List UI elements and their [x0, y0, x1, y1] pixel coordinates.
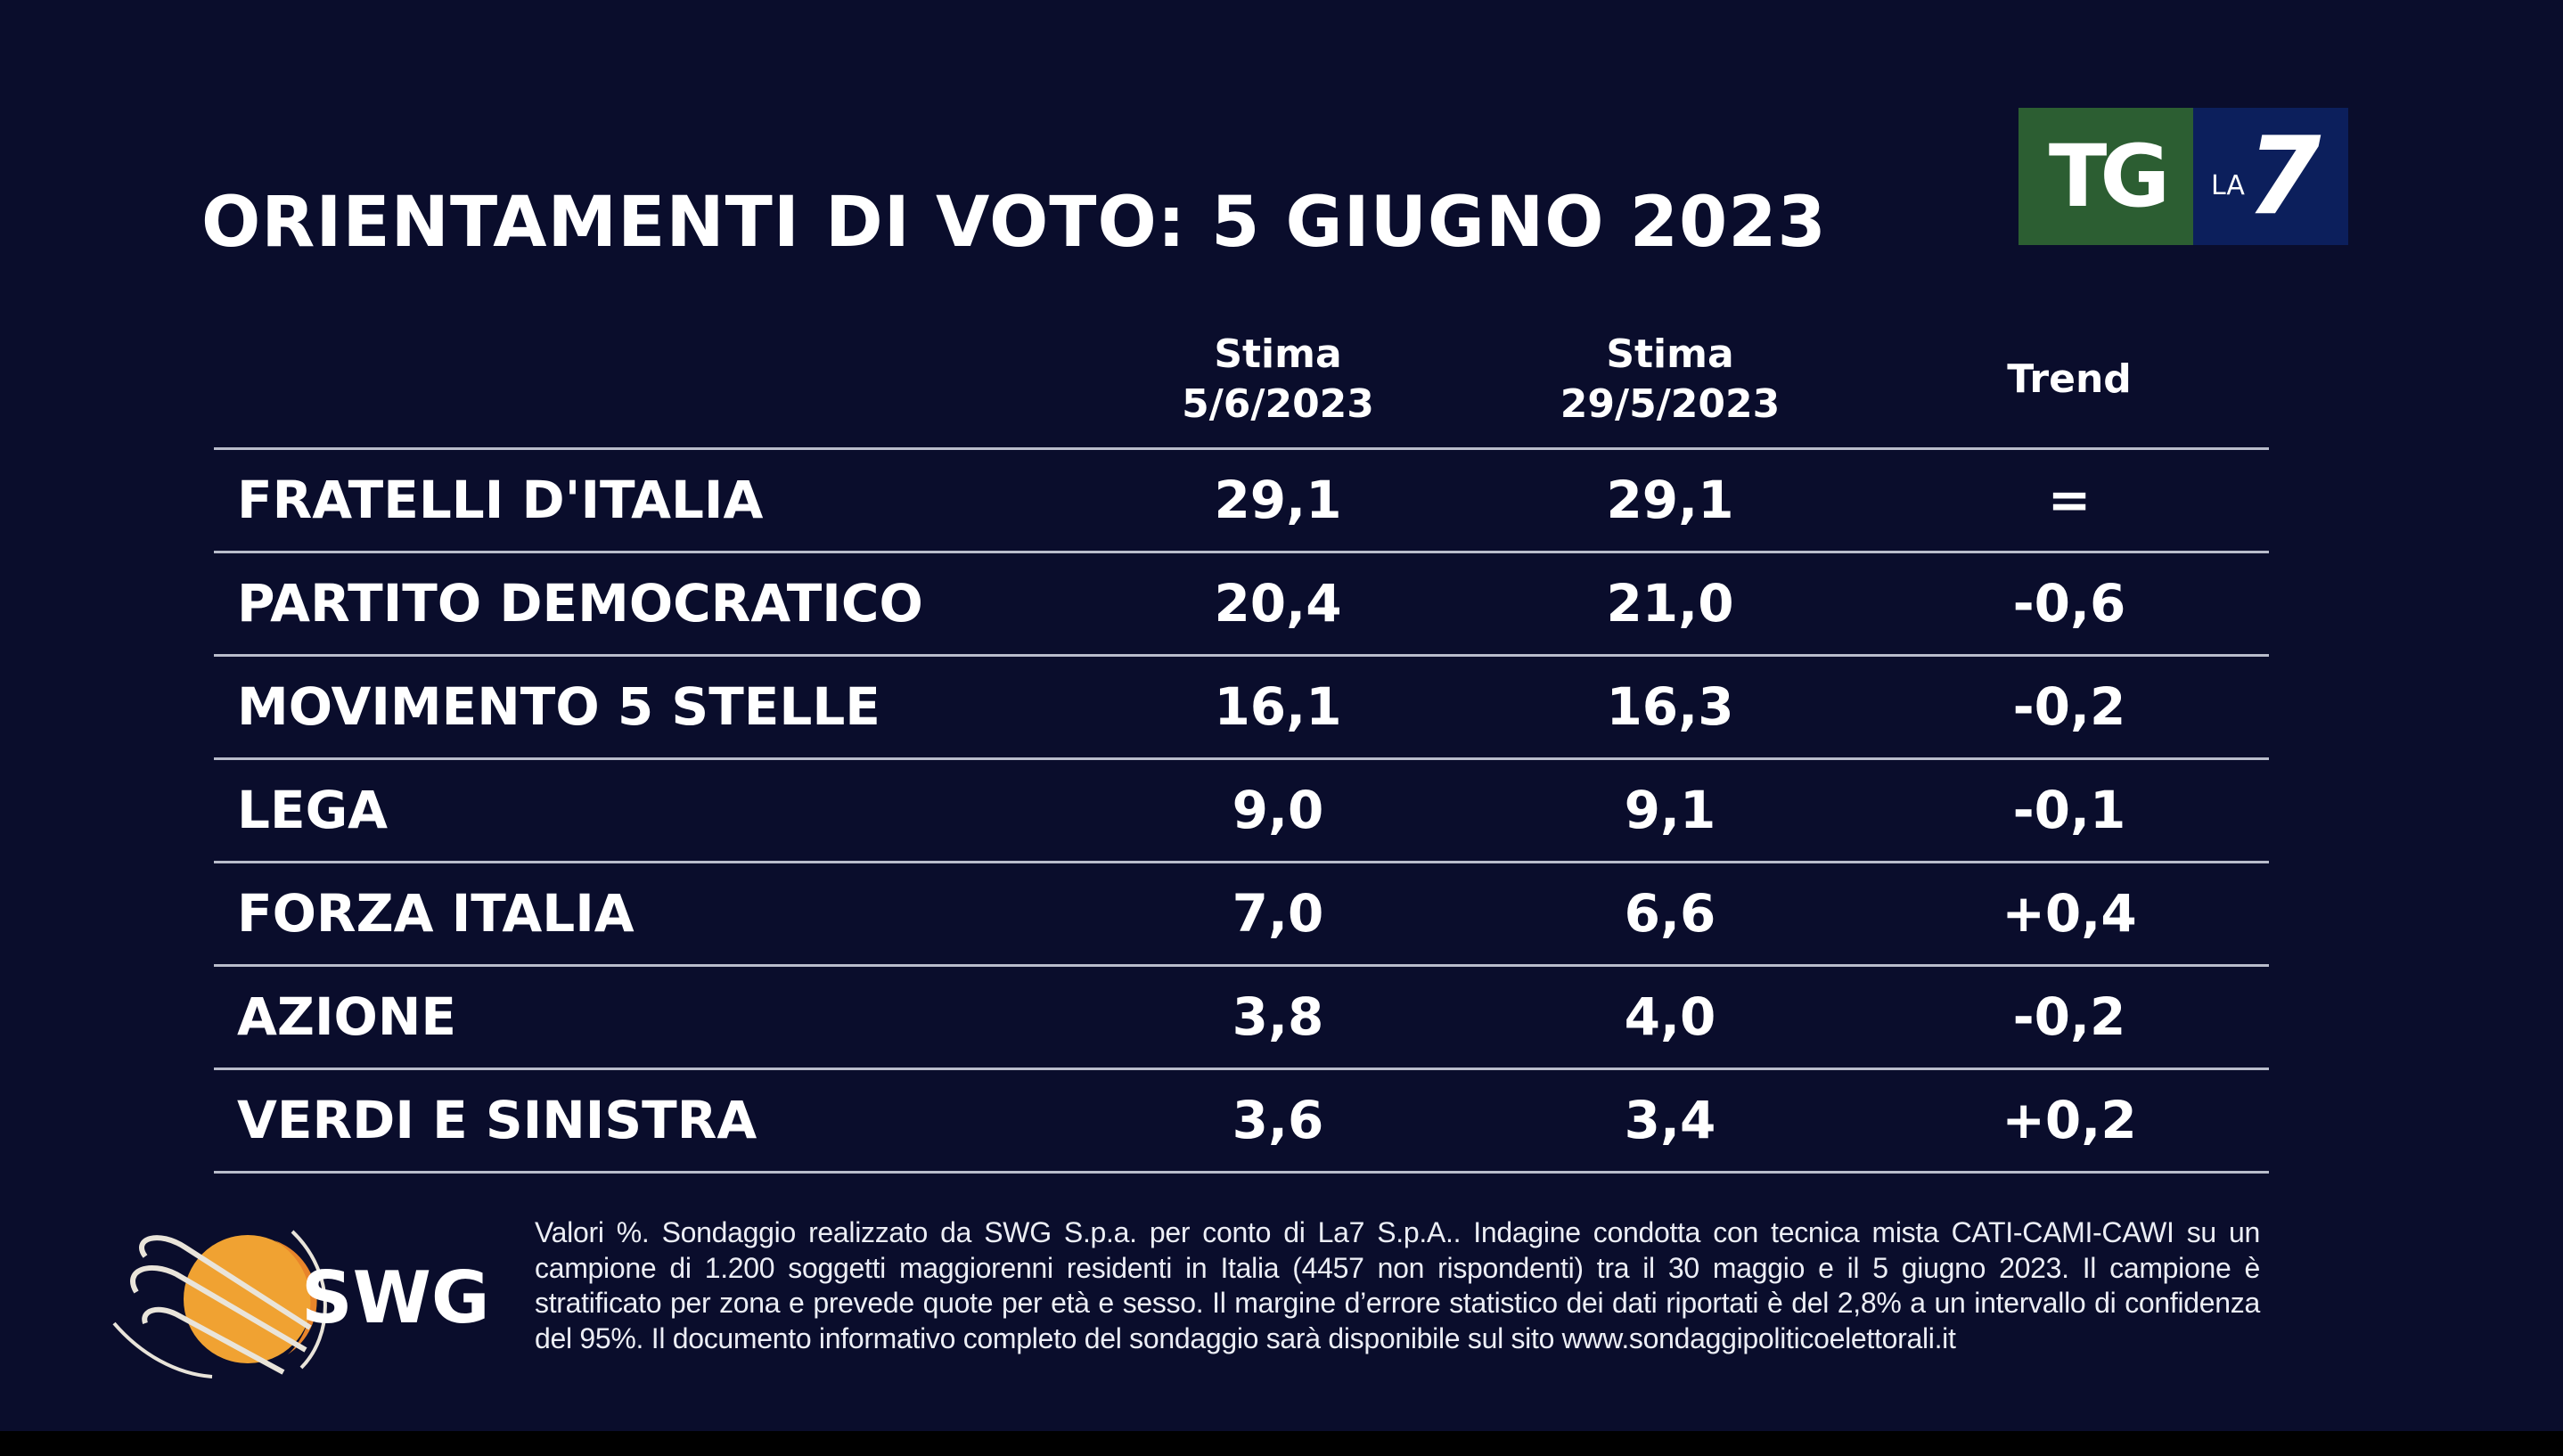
trend-value: = [2047, 470, 2092, 530]
swg-globe-icon [112, 1230, 327, 1378]
header-current: Stima 5/6/2023 [1182, 330, 1374, 429]
header-previous-line1: Stima [1606, 331, 1734, 377]
trend-value: -0,6 [2012, 573, 2126, 634]
poll-table: Stima 5/6/2023 Stima 29/5/2023 Trend FRATE… [214, 330, 2269, 1174]
trend-value: -0,2 [2012, 986, 2126, 1047]
table-row: PARTITO DEMOCRATICO 20,4 21,0 -0,6 [214, 551, 2269, 654]
current-estimate: 29,1 [1214, 470, 1342, 530]
current-estimate: 7,0 [1232, 883, 1324, 944]
header-trend: Trend [2007, 356, 2132, 402]
methodology-note: Valori %. Sondaggio realizzato da SWG S.… [535, 1216, 2260, 1354]
table-row: VERDI E SINISTRA 3,6 3,4 +0,2 [214, 1067, 2269, 1174]
header-previous: Stima 29/5/2023 [1560, 330, 1780, 429]
previous-estimate: 21,0 [1606, 573, 1734, 634]
current-estimate: 16,1 [1214, 676, 1342, 737]
table-row: FORZA ITALIA 7,0 6,6 +0,4 [214, 861, 2269, 964]
table-header: Stima 5/6/2023 Stima 29/5/2023 Trend [214, 330, 2269, 447]
party-name: PARTITO DEMOCRATICO [237, 573, 923, 634]
table-row: MOVIMENTO 5 STELLE 16,1 16,3 -0,2 [214, 654, 2269, 757]
previous-estimate: 3,4 [1624, 1090, 1716, 1150]
logo-tg: TG [2018, 108, 2193, 245]
party-name: AZIONE [237, 986, 456, 1047]
party-name: FRATELLI D'ITALIA [237, 470, 764, 530]
header-current-date: 5/6/2023 [1182, 381, 1374, 427]
page-title: ORIENTAMENTI DI VOTO: 5 GIUGNO 2023 [201, 183, 1827, 263]
trend-value: -0,1 [2012, 780, 2126, 840]
previous-estimate: 29,1 [1606, 470, 1734, 530]
previous-estimate: 16,3 [1606, 676, 1734, 737]
party-name: LEGA [237, 780, 389, 840]
party-name: FORZA ITALIA [237, 883, 635, 944]
logo-seven: 7 [2247, 115, 2321, 239]
trend-value: +0,4 [2002, 883, 2137, 944]
current-estimate: 3,6 [1232, 1090, 1324, 1150]
table-row: FRATELLI D'ITALIA 29,1 29,1 = [214, 447, 2269, 551]
trend-value: +0,2 [2002, 1090, 2137, 1150]
party-name: VERDI E SINISTRA [237, 1090, 757, 1150]
table-row: AZIONE 3,8 4,0 -0,2 [214, 964, 2269, 1067]
swg-logo-text: SWG [301, 1256, 490, 1339]
header-previous-date: 29/5/2023 [1560, 381, 1781, 427]
party-name: MOVIMENTO 5 STELLE [237, 676, 880, 737]
current-estimate: 3,8 [1232, 986, 1324, 1047]
current-estimate: 20,4 [1214, 573, 1342, 634]
logo-la7: LA 7 [2193, 108, 2348, 245]
bottom-band [0, 1431, 2563, 1456]
trend-value: -0,2 [2012, 676, 2126, 737]
header-current-line1: Stima [1214, 331, 1342, 377]
tg-la7-logo: TG LA 7 [2018, 108, 2348, 245]
logo-la: LA [2211, 170, 2245, 201]
previous-estimate: 9,1 [1624, 780, 1716, 840]
current-estimate: 9,0 [1232, 780, 1324, 840]
previous-estimate: 4,0 [1624, 986, 1716, 1047]
table-row: LEGA 9,0 9,1 -0,1 [214, 757, 2269, 861]
previous-estimate: 6,6 [1624, 883, 1716, 944]
